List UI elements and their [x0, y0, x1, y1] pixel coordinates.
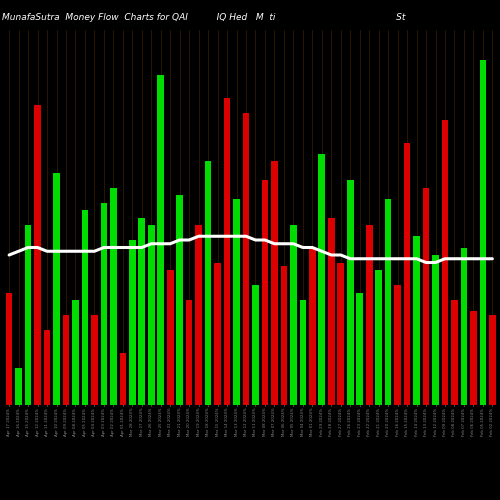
Bar [262, 180, 268, 405]
Bar [318, 154, 325, 405]
Bar [53, 172, 60, 405]
Bar [25, 225, 32, 405]
Bar [186, 300, 192, 405]
Text: MunafaSutra  Money Flow  Charts for QAI          IQ Hed   M  ti                 : MunafaSutra Money Flow Charts for QAI IQ… [2, 12, 406, 22]
Bar [422, 188, 430, 405]
Bar [356, 292, 363, 405]
Bar [451, 300, 458, 405]
Bar [338, 262, 344, 405]
Bar [34, 105, 41, 405]
Bar [309, 248, 316, 405]
Bar [214, 262, 221, 405]
Bar [280, 266, 287, 405]
Bar [6, 292, 12, 405]
Bar [224, 98, 230, 405]
Bar [158, 75, 164, 405]
Bar [242, 112, 250, 405]
Bar [62, 315, 70, 405]
Bar [432, 255, 439, 405]
Bar [385, 198, 392, 405]
Bar [148, 225, 154, 405]
Bar [300, 300, 306, 405]
Bar [129, 240, 136, 405]
Bar [205, 161, 212, 405]
Bar [328, 218, 334, 405]
Bar [233, 198, 240, 405]
Bar [489, 315, 496, 405]
Bar [394, 285, 401, 405]
Bar [16, 368, 22, 405]
Bar [413, 236, 420, 405]
Bar [480, 60, 486, 405]
Bar [252, 285, 259, 405]
Bar [82, 210, 88, 405]
Bar [72, 300, 79, 405]
Bar [91, 315, 98, 405]
Bar [176, 195, 183, 405]
Bar [138, 218, 145, 405]
Bar [442, 120, 448, 405]
Bar [404, 142, 410, 405]
Bar [290, 225, 296, 405]
Bar [271, 161, 278, 405]
Bar [196, 225, 202, 405]
Bar [167, 270, 173, 405]
Bar [100, 202, 107, 405]
Bar [460, 248, 468, 405]
Bar [347, 180, 354, 405]
Bar [44, 330, 51, 405]
Bar [376, 270, 382, 405]
Bar [366, 225, 372, 405]
Bar [110, 188, 116, 405]
Bar [470, 311, 476, 405]
Bar [120, 352, 126, 405]
